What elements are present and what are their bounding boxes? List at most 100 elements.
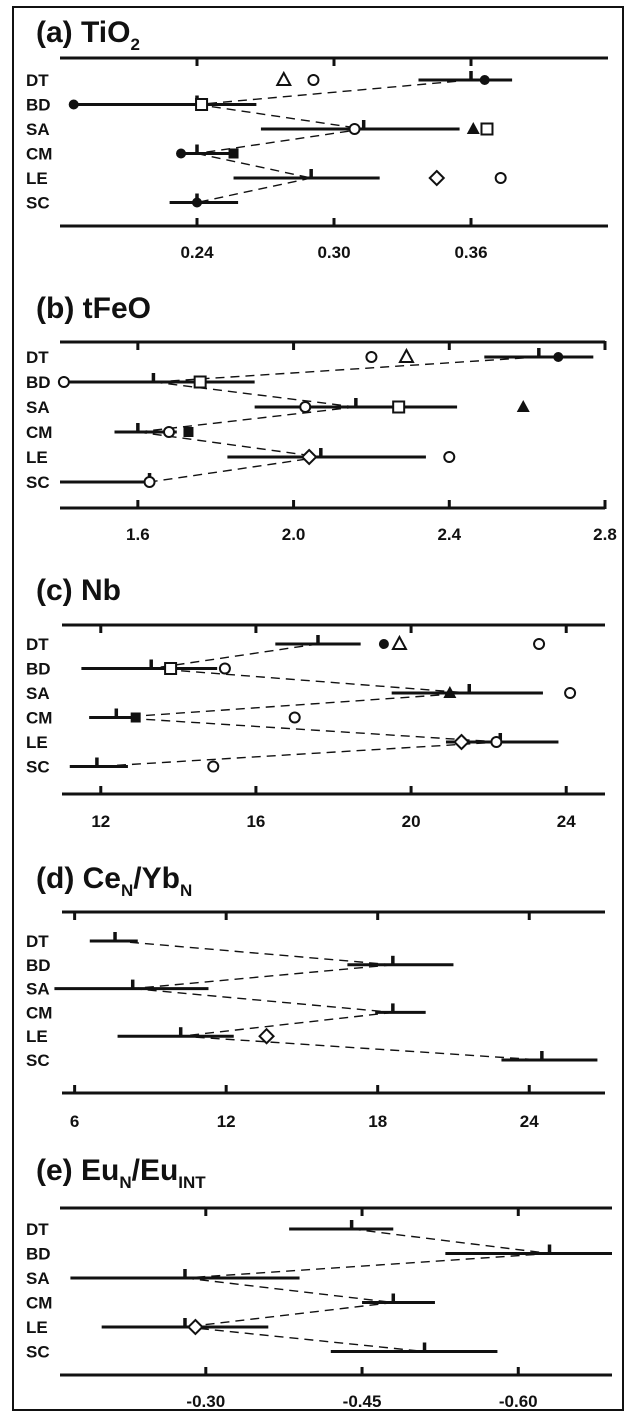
panel-e: (e) EuN/EuINT -0.30 -0.45 -0.60 DT BD SA CM LE SC	[26, 1154, 612, 1411]
row-label: SC	[26, 194, 50, 213]
open-circle-marker	[163, 426, 175, 438]
open-square-marker	[480, 122, 494, 136]
tick-label: -0.30	[186, 1392, 225, 1411]
row-label: BD	[26, 660, 51, 679]
tick-label: 0.30	[317, 243, 350, 262]
open-circle-marker	[494, 172, 507, 184]
row-label: SA	[26, 120, 50, 139]
row-label: CM	[26, 423, 52, 442]
open-circle-marker	[143, 476, 156, 488]
panel-b: (b) tFeO 1.6 2.0 2.4 2.8 DT BD SA CM LE SC	[26, 292, 617, 544]
row-label: CM	[26, 1003, 52, 1022]
panel-title: (c) Nb	[36, 574, 121, 607]
panel-a: (a) TiO2 0.24 0.30 0.36 DT BD SA CM LE SC	[26, 16, 608, 262]
row-label: LE	[26, 448, 48, 467]
open-square-marker	[195, 98, 209, 111]
dashed-connector	[180, 1011, 393, 1037]
row-label: LE	[26, 1027, 48, 1046]
row-label: SA	[26, 1269, 50, 1288]
open-circle-marker	[218, 662, 231, 675]
row-label: SC	[26, 758, 50, 777]
open-triangle-marker	[391, 634, 408, 650]
tick-label: 2.4	[437, 525, 461, 544]
open-circle-marker	[299, 401, 312, 413]
row-label: DT	[26, 1220, 49, 1239]
dashed-connector	[96, 741, 501, 768]
filled-triangle-marker	[466, 122, 480, 134]
tick-label: 24	[520, 1112, 539, 1131]
filled-circle-marker	[553, 352, 564, 362]
filled-circle-marker	[176, 148, 187, 159]
filled-circle-marker	[378, 639, 389, 649]
filled-circle-marker	[192, 197, 202, 208]
figure-frame	[12, 6, 624, 1411]
dashed-connector	[196, 152, 312, 179]
row-label: DT	[26, 635, 49, 654]
dashed-connector	[137, 406, 356, 433]
dashed-connector	[184, 1277, 394, 1304]
tick-label: 16	[246, 812, 265, 831]
open-diamond-marker	[258, 1027, 275, 1045]
open-circle-marker	[564, 687, 577, 699]
open-square-marker	[392, 400, 406, 414]
panel-title: (b) tFeO	[36, 292, 151, 325]
row-label: SA	[26, 398, 50, 417]
open-circle-marker	[207, 760, 220, 773]
open-triangle-marker	[398, 347, 415, 363]
row-label: BD	[26, 373, 51, 392]
filled-square-marker	[228, 148, 239, 159]
dashed-connector	[184, 1326, 425, 1353]
open-triangle-marker	[275, 70, 292, 86]
tick-label: 0.36	[454, 243, 487, 262]
row-label: LE	[26, 733, 48, 752]
filled-triangle-marker	[516, 400, 530, 412]
tick-label: 2.8	[593, 525, 617, 544]
tick-label: 18	[368, 1112, 387, 1131]
dashed-connector	[196, 128, 364, 155]
row-label: CM	[26, 145, 52, 164]
tick-label: 6	[70, 1112, 79, 1131]
row-label: SC	[26, 473, 50, 492]
open-circle-marker	[365, 351, 378, 363]
open-diamond-marker	[300, 448, 318, 466]
panel-c: (c) Nb 12 16 20 24 DT BD SA CM LE SC	[26, 574, 605, 831]
dashed-connector	[153, 381, 356, 408]
row-label: SA	[26, 980, 50, 999]
tick-label: 0.24	[180, 243, 214, 262]
filled-square-marker	[183, 427, 194, 437]
tick-label: 20	[402, 812, 421, 831]
dashed-connector	[196, 79, 472, 106]
open-diamond-marker	[186, 1318, 204, 1336]
dashed-connector	[184, 1301, 394, 1328]
row-label: SC	[26, 1343, 50, 1362]
panel-d: (d) CeN/YbN 6 12 18 24 DT BD SA CM LE SC	[26, 862, 605, 1131]
row-label: SC	[26, 1051, 50, 1070]
dashed-connector	[351, 1228, 550, 1255]
open-circle-marker	[443, 451, 456, 463]
panel-title: (a) TiO2	[36, 16, 140, 54]
dashed-connector	[114, 940, 393, 966]
open-square-marker	[193, 375, 207, 389]
open-square-marker	[164, 662, 178, 675]
dashed-connector	[151, 643, 319, 670]
dashed-connector	[196, 177, 312, 204]
tick-label: 12	[217, 1112, 236, 1131]
filled-triangle-marker	[443, 686, 457, 698]
dashed-connector	[184, 1252, 550, 1279]
dashed-connector	[153, 356, 539, 383]
row-label: DT	[26, 348, 49, 367]
open-circle-marker	[348, 123, 361, 135]
open-circle-marker	[307, 74, 320, 86]
open-circle-marker	[490, 736, 503, 748]
dashed-connector	[180, 1035, 542, 1061]
row-label: BD	[26, 1245, 51, 1264]
dashed-connector	[196, 103, 364, 130]
dashed-connector	[116, 716, 501, 743]
filled-circle-marker	[479, 75, 490, 85]
dashed-connector	[151, 667, 470, 694]
row-label: LE	[26, 169, 48, 188]
dashed-connector	[132, 964, 393, 990]
row-label: BD	[26, 956, 51, 975]
filled-circle-marker	[68, 99, 79, 110]
